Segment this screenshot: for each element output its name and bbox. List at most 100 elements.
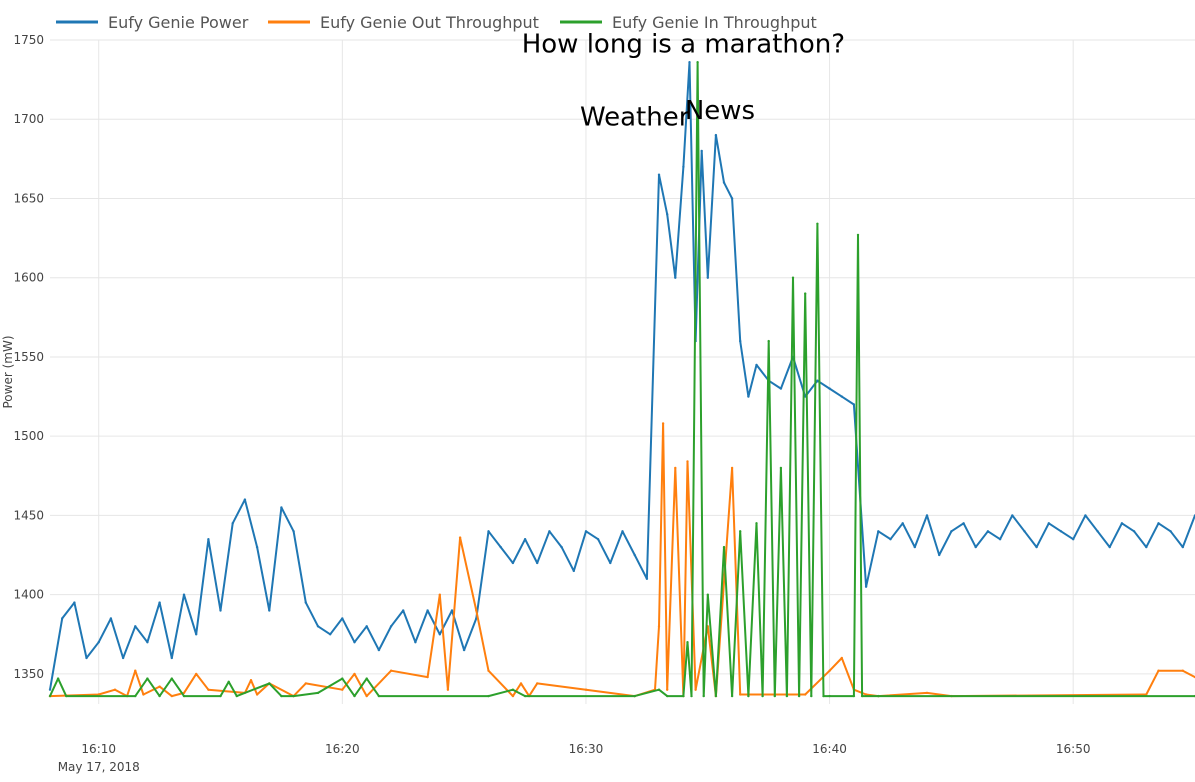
data-point: [48, 694, 52, 698]
data-point: [207, 688, 210, 691]
data-point: [739, 530, 742, 533]
data-point: [1132, 530, 1136, 533]
legend-item[interactable]: Eufy Genie In Throughput: [560, 13, 817, 32]
data-point: [682, 694, 685, 698]
data-point: [426, 675, 429, 679]
data-point: [475, 609, 478, 612]
data-point: [950, 530, 953, 533]
data-point: [304, 682, 307, 685]
legend[interactable]: Eufy Genie Power Eufy Genie Out Throughpu…: [56, 13, 817, 32]
data-point: [694, 688, 697, 691]
y-tick-label: 1600: [13, 271, 44, 285]
data-point: [852, 403, 856, 406]
data-point: [548, 530, 551, 533]
data-point: [722, 545, 726, 549]
data-point: [686, 641, 689, 644]
data-point: [714, 694, 718, 698]
data-point: [810, 694, 813, 698]
x-tick-label: 16:40: [812, 742, 847, 756]
data-point: [134, 669, 137, 672]
legend-item[interactable]: Eufy Genie Out Throughput: [268, 13, 539, 32]
data-point: [1169, 530, 1172, 533]
annotation-label: News: [685, 96, 755, 126]
data-point: [938, 553, 941, 557]
data-point: [739, 693, 742, 696]
data-point: [722, 181, 726, 184]
y-tick-label: 1450: [13, 508, 44, 522]
data-point: [925, 691, 929, 695]
data-point: [65, 694, 68, 698]
data-point: [365, 677, 368, 680]
data-point: [292, 530, 295, 533]
data-point: [341, 688, 344, 691]
data-point: [877, 694, 880, 698]
data-point: [426, 609, 429, 612]
data-point: [414, 641, 417, 644]
data-point: [231, 522, 234, 525]
x-tick-label: 16:20: [325, 742, 360, 756]
x-tick-label: 16:10: [81, 742, 116, 756]
data-point: [523, 538, 527, 541]
y-tick-label: 1700: [13, 112, 44, 126]
y-tick-label: 1650: [13, 191, 44, 205]
data-point: [365, 694, 368, 698]
data-point: [304, 601, 307, 604]
data-point: [666, 213, 669, 216]
data-point: [706, 593, 709, 596]
data-point: [706, 276, 709, 279]
data-point: [158, 685, 161, 688]
data-point: [56, 677, 60, 680]
data-point: [657, 688, 661, 691]
data-point: [134, 625, 137, 628]
data-point: [901, 522, 904, 525]
data-point: [767, 339, 770, 343]
data-point: [341, 677, 344, 680]
data-point: [48, 688, 52, 691]
legend-item[interactable]: Eufy Genie Power: [56, 13, 249, 32]
data-point: [519, 682, 523, 685]
data-point: [560, 545, 563, 549]
data-point: [730, 694, 734, 698]
data-point: [730, 197, 734, 200]
data-point: [109, 617, 113, 620]
data-point: [785, 694, 789, 698]
data-point: [661, 422, 665, 425]
axes: 1350 1400 1450 1500 1550 1600 1650 1700 1750 16:1…: [1, 33, 1090, 774]
data-point: [1120, 522, 1124, 525]
data-point: [747, 694, 750, 698]
data-point: [113, 688, 117, 691]
data-point: [714, 133, 718, 137]
y-tick-label: 1500: [13, 429, 44, 443]
data-point: [462, 648, 466, 652]
data-point: [864, 585, 868, 588]
data-point: [219, 609, 222, 612]
series-line-eufy-genie-power: [49, 61, 1195, 690]
data-point: [674, 276, 677, 279]
data-point: [755, 522, 758, 525]
data-point: [255, 693, 259, 696]
series-line-eufy-genie-in-throughput: [49, 61, 1195, 698]
data-point: [134, 694, 137, 698]
data-point: [523, 694, 527, 698]
data-point: [852, 694, 856, 698]
data-point: [572, 569, 575, 573]
data-point: [268, 682, 271, 685]
data-point: [877, 530, 880, 533]
data-point: [511, 694, 515, 698]
data-point: [889, 538, 892, 541]
grid: [50, 39, 1195, 704]
data-point: [1157, 669, 1160, 672]
data-point: [389, 625, 393, 628]
data-point: [682, 165, 685, 168]
data-point: [804, 292, 807, 295]
data-point: [268, 609, 271, 612]
data-point: [633, 694, 636, 698]
data-point: [85, 656, 88, 660]
data-point: [158, 694, 161, 698]
data-point: [450, 609, 454, 612]
legend-label: Eufy Genie In Throughput: [612, 13, 817, 32]
data-point: [235, 694, 238, 698]
data-point: [925, 514, 929, 517]
